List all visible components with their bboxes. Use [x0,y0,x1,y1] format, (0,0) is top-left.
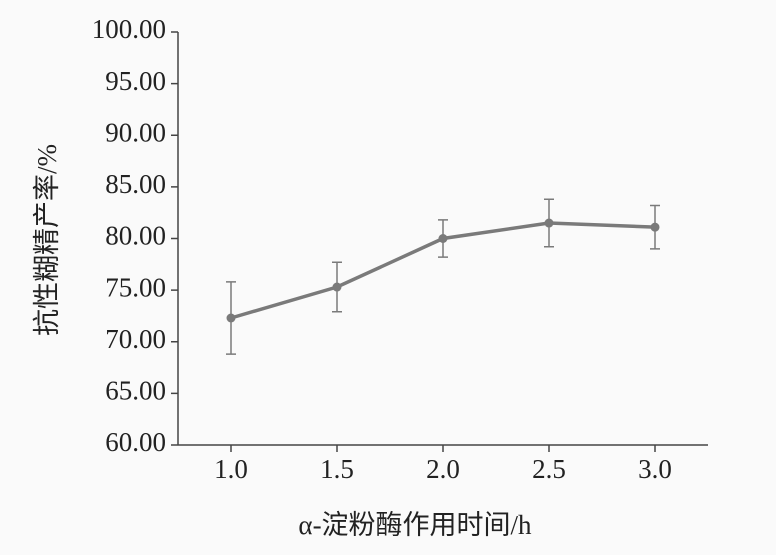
x-tick-label: 2.5 [532,454,566,484]
y-tick-label: 95.00 [105,66,166,96]
y-axis-label: 抗性糊精产率/% [32,144,62,336]
point [226,313,236,323]
point [650,222,660,232]
x-tick-label: 1.0 [214,454,248,484]
y-tick-label: 80.00 [105,221,166,251]
x-tick-label: 3.0 [638,454,672,484]
y-tick-label: 75.00 [105,272,166,302]
point [438,234,448,243]
y-tick-label: 100.00 [92,14,166,44]
y-tick-label: 65.00 [105,376,166,406]
y-tick-label: 70.00 [105,324,166,354]
point [544,218,554,228]
point [332,282,342,292]
y-tick-label: 60.00 [105,427,166,457]
x-axis-label: α-淀粉酶作用时间/h [298,510,532,540]
x-tick-label: 2.0 [426,454,460,484]
y-tick-label: 90.00 [105,117,166,147]
x-tick-label: 1.5 [320,454,354,484]
y-tick-label: 85.00 [105,169,166,199]
